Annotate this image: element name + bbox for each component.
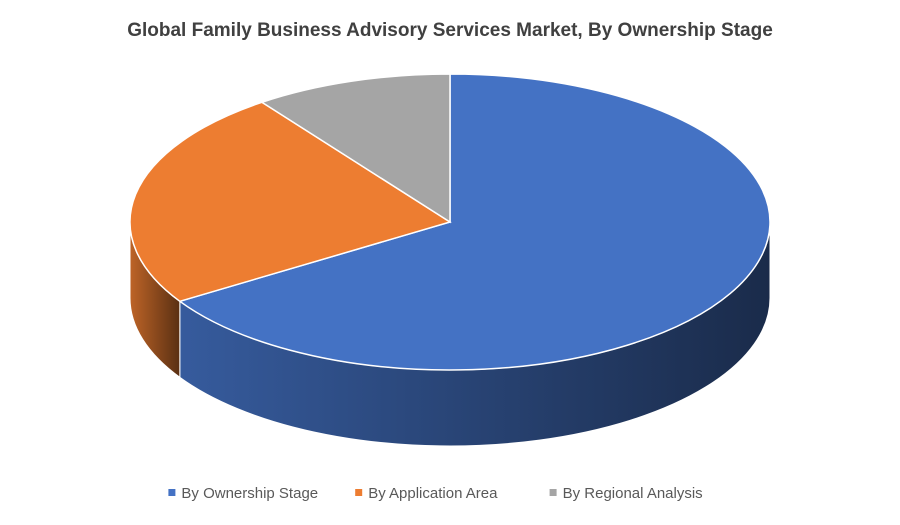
legend-label: By Ownership Stage bbox=[181, 485, 318, 502]
chart-title: Global Family Business Advisory Services… bbox=[127, 20, 773, 41]
legend-label: By Regional Analysis bbox=[563, 485, 703, 502]
legend-marker bbox=[355, 489, 363, 496]
slice bbox=[260, 73, 451, 224]
slice bbox=[129, 101, 452, 379]
legend-entry: By Application Area bbox=[355, 485, 498, 502]
legend-marker bbox=[549, 489, 557, 496]
legend-marker bbox=[168, 489, 176, 496]
slice-top bbox=[178, 73, 771, 371]
legend-entry: By Regional Analysis bbox=[549, 485, 703, 502]
slice-top bbox=[129, 101, 452, 303]
legend-label: By Application Area bbox=[368, 485, 498, 502]
legend-entry: By Ownership Stage bbox=[168, 485, 318, 502]
slice-top bbox=[260, 73, 451, 224]
